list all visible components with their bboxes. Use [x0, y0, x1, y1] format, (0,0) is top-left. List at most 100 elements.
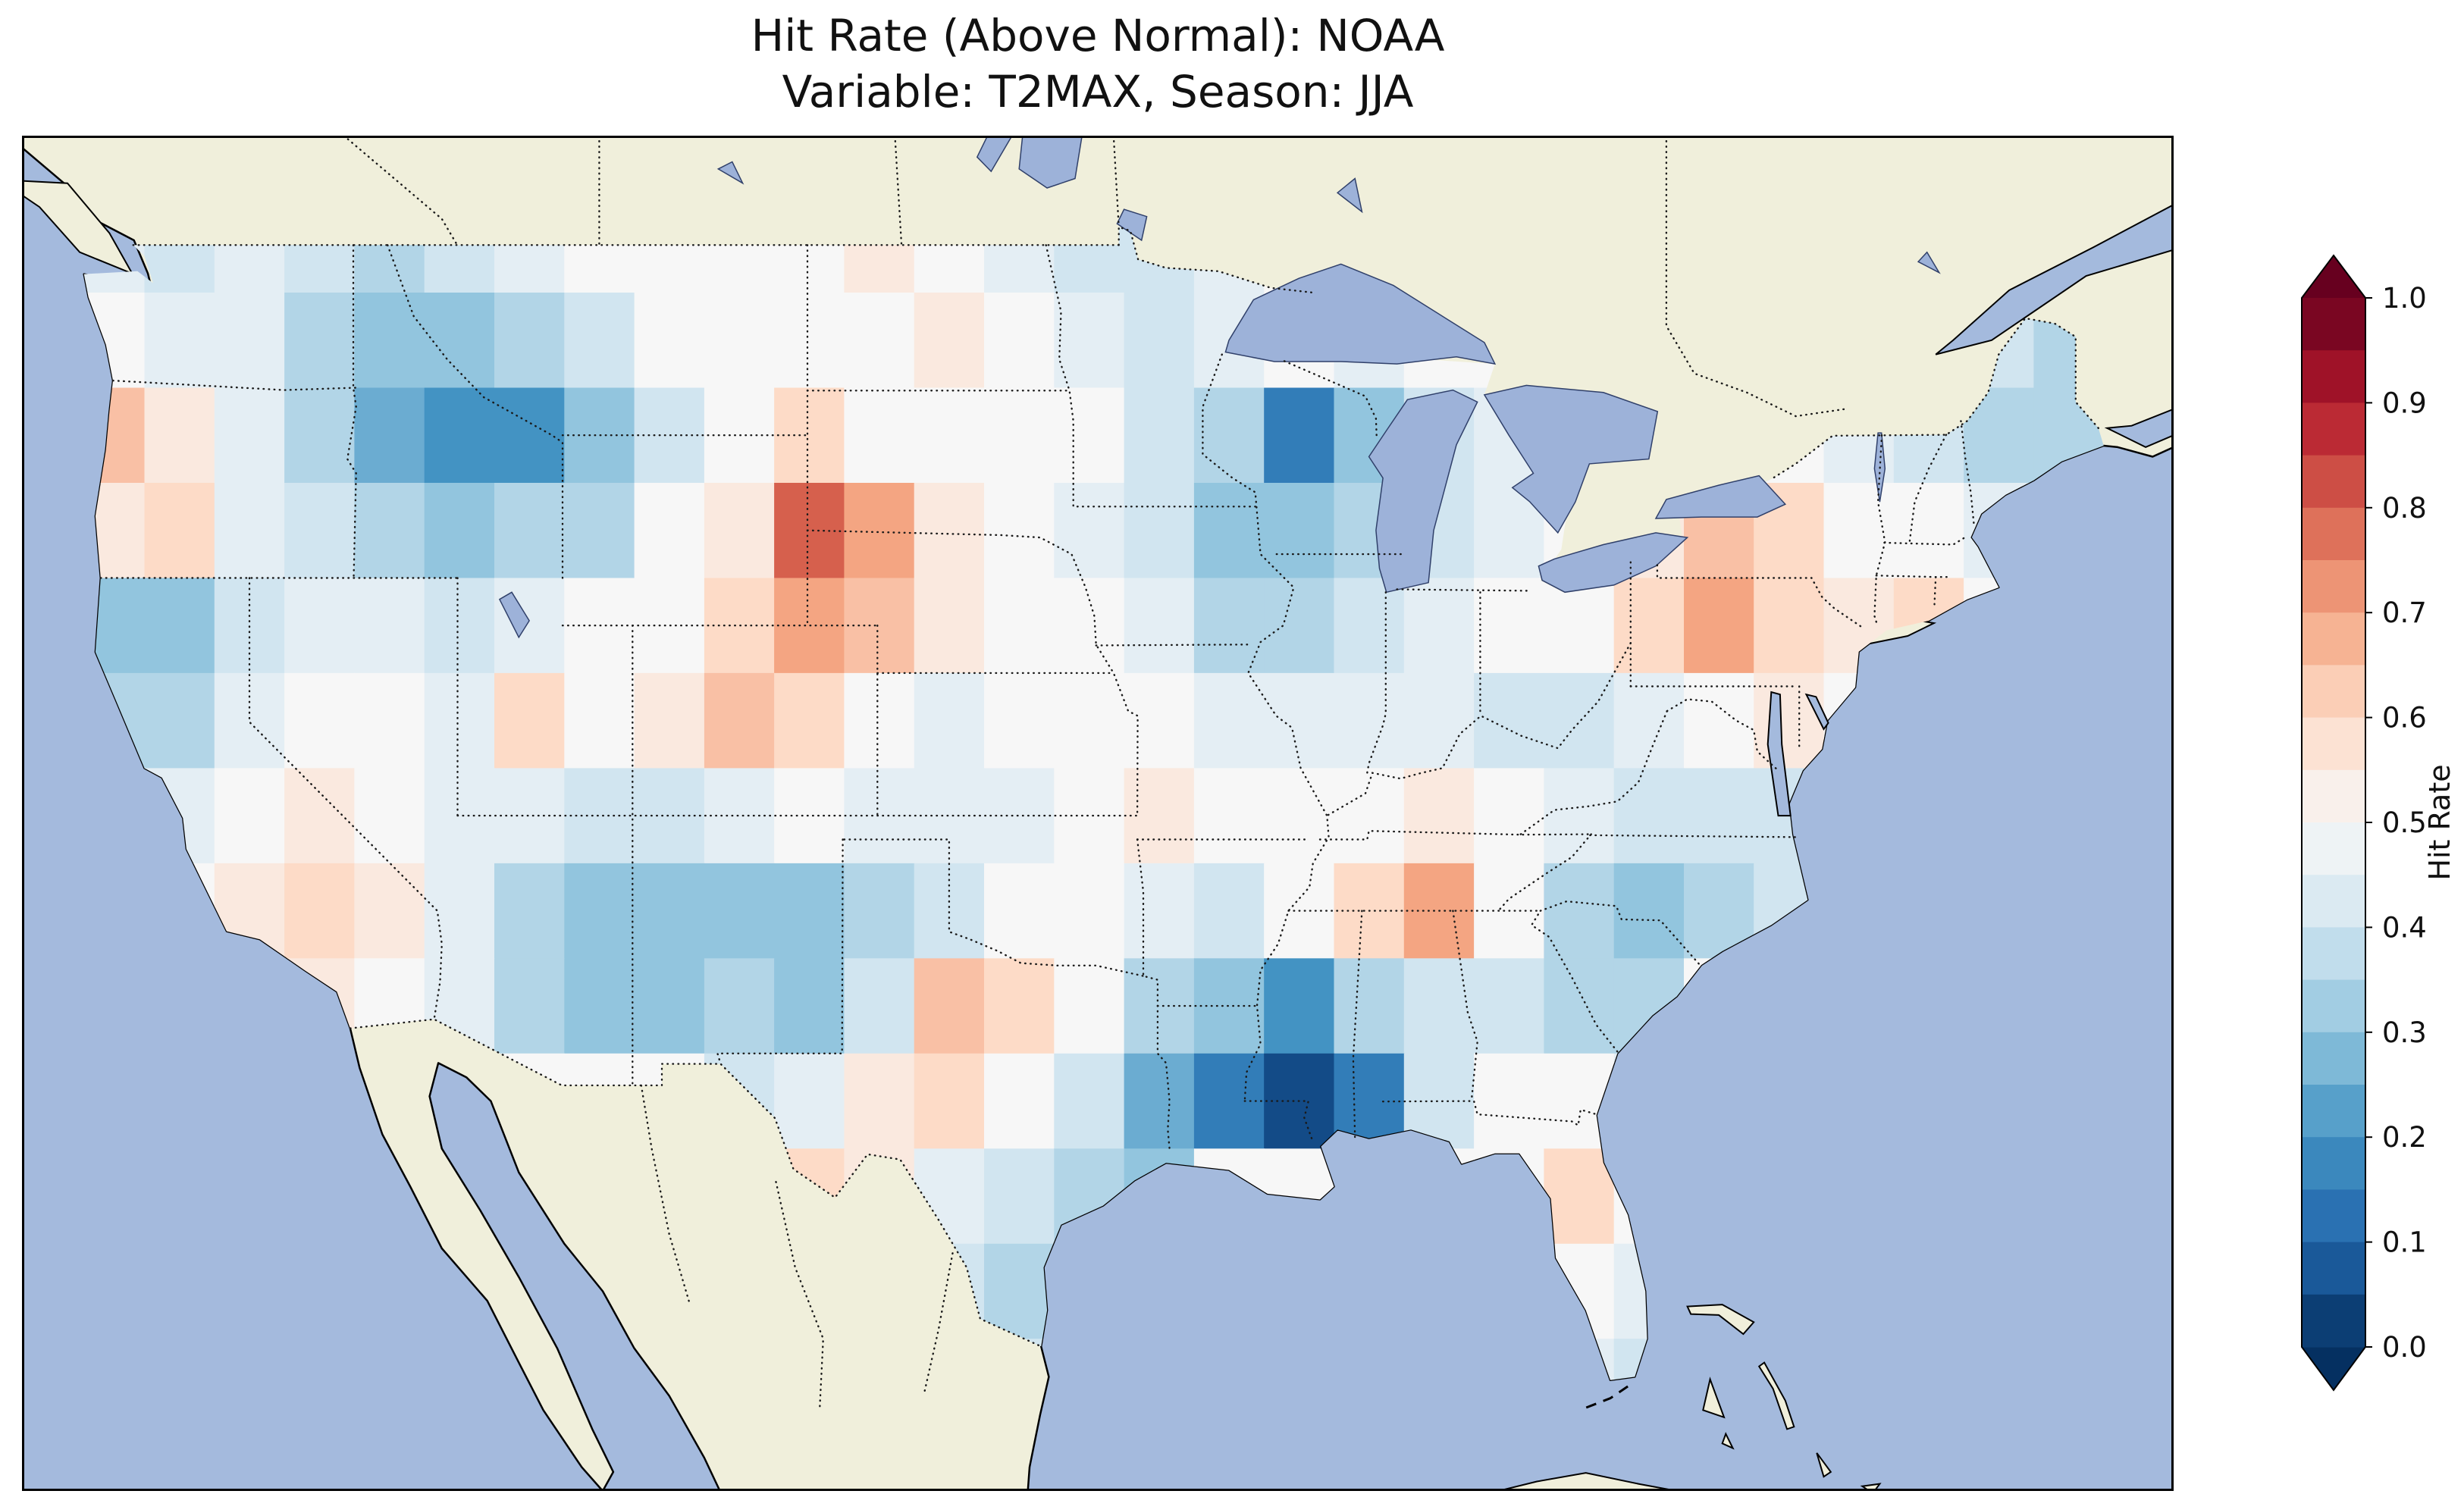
colorbar-segment	[2302, 979, 2365, 1033]
heatmap-cell	[1193, 483, 1265, 579]
heatmap-cell	[1124, 958, 1195, 1054]
heatmap-cell	[774, 958, 845, 1054]
heatmap-cell	[564, 483, 635, 579]
colorbar-segment	[2302, 927, 2365, 981]
heatmap-cell	[1403, 578, 1475, 674]
heatmap-cell	[214, 768, 285, 864]
heatmap-cell	[1264, 672, 1335, 769]
map-panel	[22, 136, 2174, 1491]
colorbar-over-arrow	[2302, 255, 2365, 298]
colorbar-segment	[2302, 350, 2365, 403]
plot-title: Hit Rate (Above Normal): NOAA	[751, 10, 1445, 61]
heatmap-cell	[424, 863, 495, 960]
heatmap-cell	[144, 483, 215, 579]
colorbar-segment	[2302, 769, 2365, 823]
heatmap-cell	[774, 293, 845, 389]
colorbar-tick-label: 0.4	[2382, 911, 2427, 944]
colorbar-segment	[2302, 298, 2365, 351]
heatmap-cell	[1054, 958, 1125, 1054]
chesapeake-bay	[1766, 691, 1792, 817]
heatmap-cell	[424, 768, 495, 864]
heatmap-cell	[634, 483, 705, 579]
heatmap-cell	[1334, 958, 1405, 1054]
heatmap-cell	[1403, 958, 1475, 1054]
state-and-country-borders	[99, 136, 2099, 1411]
colorbar-segment	[2302, 612, 2365, 666]
heatmap-cell	[1754, 578, 1825, 674]
lac-st-jean	[1917, 251, 1941, 274]
heatmap-cell	[774, 483, 845, 579]
heatmap-cell	[1264, 578, 1335, 674]
cuba	[1498, 1472, 1677, 1491]
lake-huron	[1483, 384, 1659, 534]
heatmap-cell	[984, 483, 1055, 579]
lake-of-the-woods	[1116, 208, 1148, 242]
heatmap-cell	[1544, 958, 1615, 1054]
heatmap-cell	[1474, 578, 1545, 674]
colorbar-segment	[2302, 1242, 2365, 1295]
heatmap-cell	[564, 863, 635, 960]
heatmap-cell	[984, 387, 1055, 484]
bay-of-fundy	[2104, 408, 2174, 449]
colorbar-tick-label: 0.6	[2382, 702, 2427, 734]
heatmap-cell	[914, 863, 985, 960]
heatmap-cell	[1684, 578, 1755, 674]
colorbar-gradient	[2301, 254, 2366, 1392]
lake-erie	[1538, 532, 1689, 594]
lake-michigan	[1368, 389, 1478, 594]
heatmap-cell	[144, 578, 215, 674]
heatmap-cell	[144, 387, 215, 484]
heatmap-cell	[1334, 672, 1405, 769]
heatmap-cell	[984, 578, 1055, 674]
heatmap-cell	[844, 958, 915, 1054]
heatmap-cell	[284, 483, 356, 579]
heatmap-cell	[1893, 483, 1964, 579]
heatmap-cell	[214, 672, 285, 769]
heatmap-cell	[984, 1053, 1055, 1150]
heatmap-cell	[354, 483, 425, 579]
heatmap-cell	[564, 958, 635, 1054]
heatmap-cell	[284, 768, 356, 864]
colorbar-segment	[2302, 665, 2365, 719]
heatmap-cell	[914, 578, 985, 674]
lake-nipigon	[1336, 177, 1363, 214]
heatmap-cell	[1754, 672, 1825, 769]
heatmap-cell	[1474, 768, 1545, 864]
heatmap-cell	[214, 483, 285, 579]
heatmap-cell	[914, 483, 985, 579]
heatmap-cell	[1193, 1053, 1265, 1150]
heatmap-cell	[844, 1053, 915, 1150]
heatmap-cell	[1264, 387, 1335, 484]
heatmap-cell	[1054, 387, 1125, 484]
colorbar-segment	[2302, 822, 2365, 875]
heatmap-cell	[1124, 672, 1195, 769]
heatmap-cell	[494, 672, 566, 769]
heatmap-cell	[424, 483, 495, 579]
heatmap-cell	[634, 958, 705, 1054]
heatmap-cell	[1054, 672, 1125, 769]
heatmap-cell	[1613, 672, 1685, 769]
prairie-lake	[716, 161, 745, 185]
heatmap-cell	[564, 293, 635, 389]
colorbar-tick-label: 0.0	[2382, 1331, 2427, 1364]
heatmap-cell	[1124, 293, 1195, 389]
delaware-bay	[1804, 693, 1829, 731]
heatmap-cell	[914, 1053, 985, 1150]
heatmap-cell	[914, 293, 985, 389]
heatmap-cell	[1124, 578, 1195, 674]
vancouver-island	[22, 180, 134, 275]
heatmap-cell	[844, 863, 915, 960]
colorbar-segment	[2302, 455, 2365, 509]
heatmap-cell	[494, 387, 566, 484]
heatmap-cell	[914, 387, 985, 484]
heatmap-cell	[1264, 483, 1335, 579]
heatmap-cell	[634, 863, 705, 960]
heatmap-cell	[914, 672, 985, 769]
heatmap-cell	[844, 578, 915, 674]
colorbar-ticks: 0.0 0.1 0.2 0.3 0.4 0.5 0.6 0.7 0.8 0.9 1.0	[2365, 282, 2427, 1364]
st-lawrence-river	[1935, 203, 2174, 355]
colorbar-tick-label: 0.7	[2382, 597, 2427, 629]
colorbar-segment	[2302, 1085, 2365, 1138]
colorbar-segment	[2302, 507, 2365, 561]
